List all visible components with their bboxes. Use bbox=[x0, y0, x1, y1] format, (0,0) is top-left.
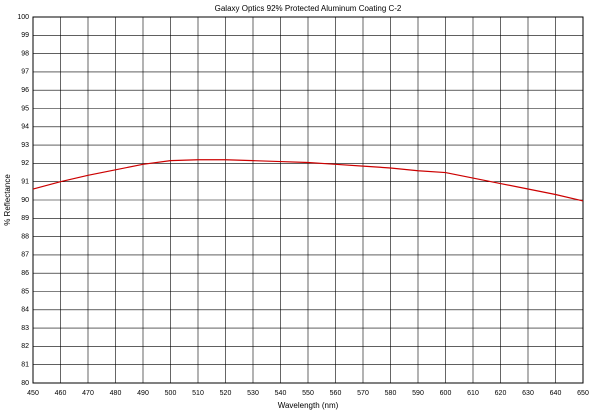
y-tick-label: 85 bbox=[21, 288, 29, 295]
y-tick-label: 90 bbox=[21, 197, 29, 204]
x-tick-label: 480 bbox=[110, 390, 122, 397]
y-tick-label: 97 bbox=[21, 69, 29, 76]
y-tick-label: 92 bbox=[21, 160, 29, 167]
x-tick-label: 620 bbox=[495, 390, 507, 397]
x-tick-label: 610 bbox=[467, 390, 479, 397]
x-tick-label: 600 bbox=[440, 390, 452, 397]
x-tick-label: 630 bbox=[522, 390, 534, 397]
x-tick-label: 590 bbox=[412, 390, 424, 397]
x-tick-label: 490 bbox=[137, 390, 149, 397]
y-tick-label: 87 bbox=[21, 252, 29, 259]
y-tick-label: 89 bbox=[21, 215, 29, 222]
x-tick-label: 510 bbox=[192, 390, 204, 397]
y-axis-label: % Reflectance bbox=[3, 174, 12, 226]
y-tick-label: 93 bbox=[21, 142, 29, 149]
y-tick-label: 99 bbox=[21, 32, 29, 39]
x-tick-label: 550 bbox=[302, 390, 314, 397]
y-tick-label: 91 bbox=[21, 179, 29, 186]
x-tick-label: 450 bbox=[27, 390, 39, 397]
y-tick-label: 88 bbox=[21, 233, 29, 240]
y-tick-label: 100 bbox=[17, 14, 29, 21]
x-tick-label: 580 bbox=[385, 390, 397, 397]
data-line bbox=[32, 159, 584, 202]
x-tick-label: 570 bbox=[357, 390, 369, 397]
x-tick-label: 540 bbox=[275, 390, 287, 397]
x-tick-label: 460 bbox=[55, 390, 67, 397]
y-tick-label: 98 bbox=[21, 50, 29, 57]
x-tick-label: 560 bbox=[330, 390, 342, 397]
x-tick-label: 500 bbox=[165, 390, 177, 397]
x-tick-label: 640 bbox=[550, 390, 562, 397]
y-tick-label: 80 bbox=[21, 380, 29, 387]
x-tick-label: 470 bbox=[82, 390, 94, 397]
y-tick-label: 96 bbox=[21, 87, 29, 94]
x-tick-label: 650 bbox=[577, 390, 589, 397]
y-tick-label: 94 bbox=[21, 124, 29, 131]
y-tick-label: 95 bbox=[21, 105, 29, 112]
y-tick-label: 83 bbox=[21, 325, 29, 332]
x-tick-label: 530 bbox=[247, 390, 259, 397]
y-tick-label: 84 bbox=[21, 307, 29, 314]
y-tick-label: 86 bbox=[21, 270, 29, 277]
chart-title: Galaxy Optics 92% Protected Aluminum Coa… bbox=[215, 4, 402, 13]
y-tick-label: 82 bbox=[21, 343, 29, 350]
x-axis-label: Wavelength (nm) bbox=[278, 401, 339, 410]
y-tick-label: 81 bbox=[21, 362, 29, 369]
x-tick-label: 520 bbox=[220, 390, 232, 397]
